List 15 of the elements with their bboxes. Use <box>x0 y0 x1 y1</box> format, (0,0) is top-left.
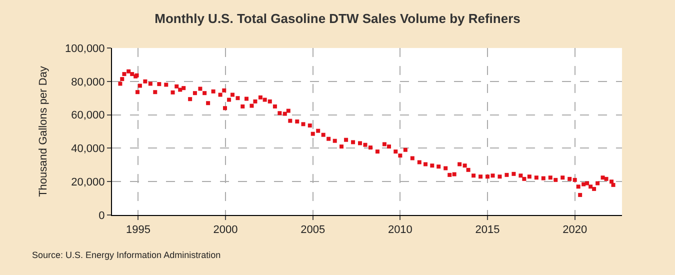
y-tick-label: 60,000 <box>71 110 105 122</box>
y-tick-label: 100,000 <box>65 42 105 55</box>
y-axis-title: Thousand Gallons per Day <box>38 66 50 197</box>
source-note: Source: U.S. Energy Information Administration <box>32 250 221 260</box>
x-tick-label: 2020 <box>562 224 588 236</box>
y-tick-label: 80,000 <box>71 76 105 88</box>
y-tick-label: 40,000 <box>71 143 105 156</box>
chart-title: Monthly U.S. Total Gasoline DTW Sales Volume by Refiners <box>154 10 520 26</box>
x-tick-label: 2000 <box>213 224 238 236</box>
x-tick-label: 2010 <box>388 224 412 236</box>
x-tick-label: 1995 <box>126 224 150 236</box>
x-tick-label: 2015 <box>475 224 500 236</box>
y-tick-label: 0 <box>98 210 105 222</box>
x-tick-label: 2005 <box>300 224 326 236</box>
y-tick-label: 20,000 <box>71 176 105 188</box>
